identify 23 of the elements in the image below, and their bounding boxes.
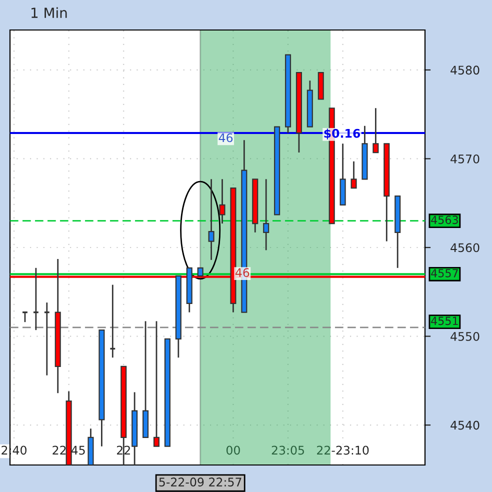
chart-title: 1 Min [32,7,67,18]
ref-line-label: 4557 [431,269,458,278]
x-tick-label: 23:05 [272,446,304,455]
y-tick-label: 4560 [450,243,480,252]
annotation: 46 [235,268,250,278]
y-tick-label: 4570 [450,154,480,164]
x-tick-label: 00 [226,446,240,455]
candlestick [372,107,379,154]
x-tick-label: 22-23:10 [317,446,369,455]
annotation: 46 [218,133,233,142]
ref-line-label: 4551 [431,316,458,326]
y-tick-label: 4580 [450,66,480,75]
annotation: $0.16 [324,128,360,140]
candlestick [219,178,226,224]
y-tick-label: 4540 [450,420,480,430]
y-tick-label: 4550 [450,332,480,341]
candlestick [263,178,270,251]
candlestick [350,160,357,189]
ref-line-label: 5-22-09 22:57 [159,478,242,486]
candlestick [109,284,116,358]
candlestick [153,320,160,448]
ref-line-label: 4563 [431,216,458,224]
candlestick [208,178,214,261]
